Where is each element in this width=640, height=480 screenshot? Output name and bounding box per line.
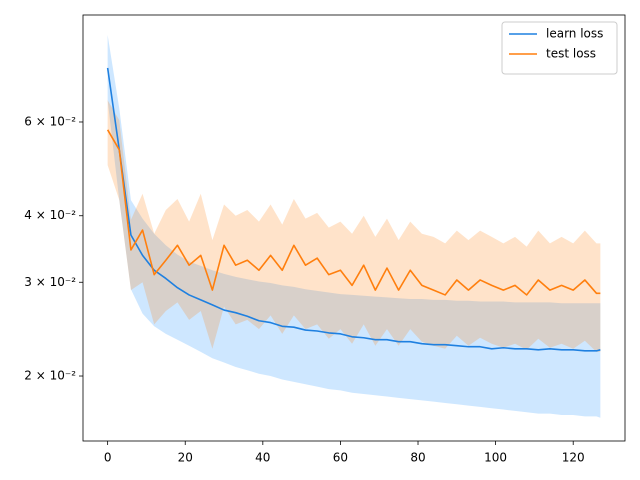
series-line: [106, 67, 601, 352]
x-tick-label: 40: [255, 451, 270, 465]
legend-label: learn loss: [546, 27, 603, 41]
y-tick-label: 3 × 10⁻²: [24, 275, 76, 289]
series-line: [106, 129, 601, 296]
x-tick-label: 120: [562, 451, 585, 465]
y-tick-label: 2 × 10⁻²: [24, 369, 76, 383]
y-tick-label: 6 × 10⁻²: [24, 114, 76, 128]
legend: learn loss test loss: [501, 21, 618, 75]
confidence-band: [107, 35, 601, 418]
plot-area: [106, 35, 601, 418]
y-tick-label: 4 × 10⁻²: [24, 208, 76, 222]
x-tick-label: 80: [410, 451, 425, 465]
x-tick-label: 0: [104, 451, 112, 465]
x-tick-label: 20: [178, 451, 193, 465]
x-tick-label: 100: [484, 451, 507, 465]
confidence-band: [107, 100, 601, 352]
legend-box: [501, 21, 618, 75]
x-tick-label: 60: [333, 451, 348, 465]
legend-label: test loss: [546, 47, 596, 61]
axes-frame: [82, 14, 626, 442]
